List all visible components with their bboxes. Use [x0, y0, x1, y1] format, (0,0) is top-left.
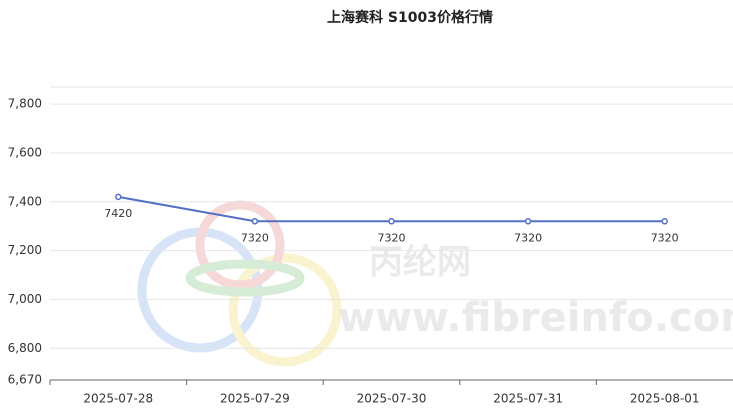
- y-tick-label: 7,400: [8, 194, 42, 208]
- data-label: 7420: [104, 207, 132, 220]
- point: [115, 193, 122, 201]
- point: [661, 218, 668, 225]
- data-label: 7320: [378, 231, 406, 244]
- y-tick-label: 7,000: [8, 292, 42, 306]
- point: [524, 218, 532, 225]
- x-tick-label: 2025-07-31: [493, 392, 563, 406]
- data-label: 7320: [651, 231, 679, 244]
- watermark-url: www.fibreinfo.com: [338, 295, 733, 341]
- data-label: 7320: [241, 231, 269, 244]
- x-tick-label: 2025-08-01: [630, 392, 700, 406]
- point: [251, 218, 259, 225]
- y-tick-label: 7,800: [8, 97, 42, 111]
- y-tick-label: 6,800: [8, 341, 42, 355]
- watermark-logo: [137, 200, 342, 367]
- y-tick-label: 7,600: [8, 145, 42, 159]
- line: [118, 195, 665, 223]
- y-tick-label: 6,670: [8, 373, 42, 387]
- data-label: 7320: [514, 231, 542, 244]
- chart-title: 上海赛科 S1003价格行情: [327, 9, 493, 26]
- y-tick-label: 7,200: [8, 243, 42, 257]
- watermark-brand: 丙纶网: [369, 243, 471, 283]
- point: [388, 218, 395, 225]
- x-tick-label: 2025-07-29: [220, 392, 290, 406]
- x-tick-label: 2025-07-30: [357, 392, 427, 406]
- x-tick-label: 2025-07-28: [83, 392, 153, 406]
